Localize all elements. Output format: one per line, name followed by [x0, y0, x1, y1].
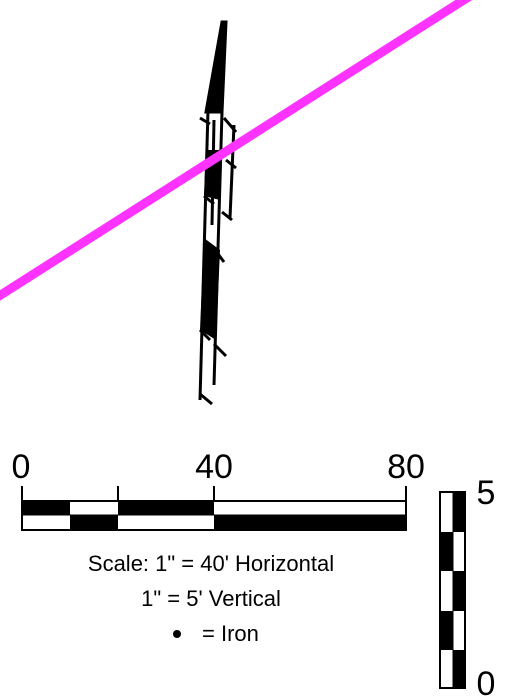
tick-5	[203, 194, 215, 206]
scale-cell-top-2	[118, 501, 214, 515]
tick-9	[212, 342, 228, 358]
legend-vertical-scale: 1" = 5' Vertical	[141, 586, 281, 611]
scale-tick-label-40: 40	[195, 448, 233, 486]
north-arrow-head	[204, 20, 228, 114]
scale-tick-label-80: 80	[387, 448, 425, 486]
tick-4	[225, 158, 237, 170]
tick-8	[198, 328, 212, 342]
inner-rail-b	[228, 124, 236, 219]
survey-sketch	[198, 20, 238, 406]
vertical-scale-bar: 5 0	[439, 474, 496, 699]
vscale-cell-l1	[440, 532, 453, 571]
scale-cell-bottom-1	[70, 515, 118, 530]
tick-1	[199, 116, 211, 126]
tick-6	[221, 210, 233, 222]
scale-tick-label-0: 0	[12, 448, 31, 486]
vscale-bottom-label: 0	[477, 665, 496, 699]
scale-cell-bottom-2	[214, 515, 406, 530]
tick-2	[222, 117, 238, 133]
vscale-cell-r3	[453, 650, 465, 688]
legend-iron: = Iron	[202, 621, 259, 646]
legend-horizontal-scale: Scale: 1" = 40' Horizontal	[88, 551, 334, 576]
vscale-cell-l2	[440, 611, 453, 650]
horizontal-scale-bar: 0 40 80	[12, 448, 425, 531]
legend: Scale: 1" = 40' Horizontal 1" = 5' Verti…	[88, 551, 334, 646]
iron-bullet-icon	[173, 630, 181, 638]
tick-10	[199, 392, 213, 406]
vscale-cell-r1	[453, 492, 465, 532]
vscale-top-label: 5	[477, 474, 496, 512]
filled-segment-lower	[200, 238, 220, 340]
vscale-cell-r2	[453, 571, 465, 611]
scale-cell-top-1	[22, 501, 70, 515]
cross-line	[0, 0, 473, 301]
